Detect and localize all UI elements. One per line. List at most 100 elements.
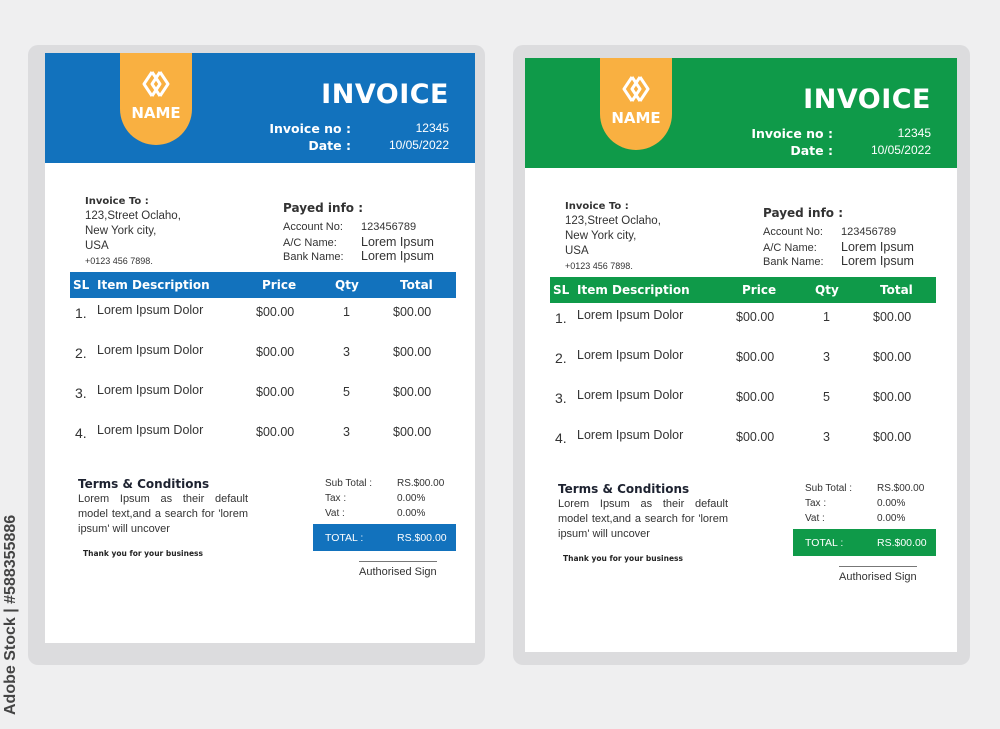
table-row: 4. Lorem Ipsum Dolor $00.00 3 $00.00 xyxy=(70,419,456,445)
cell-desc: Lorem Ipsum Dolor xyxy=(577,348,684,362)
cell-price: $00.00 xyxy=(736,390,775,404)
cell-price: $00.00 xyxy=(256,345,295,359)
terms-text: Lorem Ipsum as their default model text,… xyxy=(78,493,248,535)
logo-diamond-icon xyxy=(142,71,170,97)
cell-qty: 3 xyxy=(823,350,830,364)
payed-info-value: Lorem Ipsum xyxy=(841,240,914,254)
payed-info-row: Account No: 123456789 xyxy=(763,226,914,240)
watermark: Adobe Stock | #588355886 xyxy=(2,514,19,715)
tax-label: Tax : xyxy=(805,498,827,509)
address-line: USA xyxy=(85,240,109,252)
cell-total: $00.00 xyxy=(873,310,912,324)
cell-total: $00.00 xyxy=(873,350,912,364)
terms-title: Terms & Conditions xyxy=(558,482,690,496)
cell-sl: 4. xyxy=(75,425,87,441)
totals: Sub Total : RS.$00.00 Tax : 0.00% Vat : 0.00% xyxy=(313,478,456,523)
cell-sl: 1. xyxy=(555,310,567,326)
date-label: Date : xyxy=(308,138,351,153)
logo: NAME xyxy=(120,53,192,145)
totals-row: Tax : 0.00% xyxy=(793,498,936,513)
payed-info-key: A/C Name: xyxy=(763,242,817,254)
address-line: New York city, xyxy=(565,230,637,242)
cell-sl: 2. xyxy=(555,350,567,366)
payed-info-key: Account No: xyxy=(283,221,343,233)
cell-qty: 3 xyxy=(343,425,350,439)
terms: Terms & Conditions Lorem Ipsum as their d… xyxy=(558,482,728,542)
grand-total: TOTAL : RS.$00.00 xyxy=(313,524,456,551)
payed-info-row: Bank Name: Lorem Ipsum xyxy=(763,254,914,268)
payed-info-row: A/C Name: Lorem Ipsum xyxy=(763,240,914,254)
cell-qty: 5 xyxy=(823,390,830,404)
table-row: 3. Lorem Ipsum Dolor $00.00 5 $00.00 xyxy=(70,379,456,405)
cell-price: $00.00 xyxy=(736,310,775,324)
cell-price: $00.00 xyxy=(256,425,295,439)
table-row: 2. Lorem Ipsum Dolor $00.00 3 $00.00 xyxy=(550,344,936,370)
payed-info-label: Payed info : xyxy=(763,206,844,220)
authorised-sign: Authorised Sign xyxy=(359,561,437,578)
payed-info-row: A/C Name: Lorem Ipsum xyxy=(283,235,434,249)
phone: +0123 456 7898. xyxy=(85,256,153,266)
cell-total: $00.00 xyxy=(393,345,432,359)
thank-you: Thank you for your business xyxy=(563,554,683,563)
payed-info-value: Lorem Ipsum xyxy=(841,254,914,268)
tax-label: Tax : xyxy=(325,493,347,504)
column-header: Total xyxy=(880,283,913,297)
subtotal-value: RS.$00.00 xyxy=(877,483,925,494)
tax-value: 0.00% xyxy=(397,493,426,504)
totals-row: Sub Total : RS.$00.00 xyxy=(313,478,456,493)
payed-info-key: Account No: xyxy=(763,226,823,238)
table-row: 3. Lorem Ipsum Dolor $00.00 5 $00.00 xyxy=(550,384,936,410)
cell-desc: Lorem Ipsum Dolor xyxy=(577,308,684,322)
cell-desc: Lorem Ipsum Dolor xyxy=(97,383,204,397)
phone: +0123 456 7898. xyxy=(565,261,633,271)
cell-price: $00.00 xyxy=(256,385,295,399)
vat-label: Vat : xyxy=(805,513,825,524)
invoice-to-label: Invoice To : xyxy=(85,196,149,207)
grand-total: TOTAL : RS.$00.00 xyxy=(793,529,936,556)
payed-info-key: A/C Name: xyxy=(283,237,337,249)
column-header: Price xyxy=(742,283,777,297)
total-value: RS.$00.00 xyxy=(877,537,927,549)
total-label: TOTAL : xyxy=(325,532,364,544)
address-line: New York city, xyxy=(85,225,157,237)
invoice-header xyxy=(45,53,475,163)
invoice-to: Invoice To : 123,Street Oclaho, New York c… xyxy=(85,194,181,269)
column-header: Price xyxy=(262,278,297,292)
subtotal-label: Sub Total : xyxy=(325,478,373,489)
address-line: 123,Street Oclaho, xyxy=(565,215,661,227)
cell-total: $00.00 xyxy=(393,385,432,399)
cell-qty: 3 xyxy=(343,345,350,359)
column-header: Total xyxy=(400,278,433,292)
payed-info-row: Bank Name: Lorem Ipsum xyxy=(283,249,434,263)
cell-sl: 3. xyxy=(75,385,87,401)
logo-text: NAME xyxy=(131,104,181,122)
invoice-blue: NAME INVOICE Invoice no : 12345 Date : 10/… xyxy=(45,53,475,643)
invoice-title: INVOICE xyxy=(803,84,931,115)
column-header: SL xyxy=(73,278,90,292)
totals-row: Vat : 0.00% xyxy=(793,513,936,528)
invoice-number: 12345 xyxy=(415,121,449,135)
invoice-number-label: Invoice no : xyxy=(269,121,351,136)
authorised-sign: Authorised Sign xyxy=(839,566,917,583)
totals: Sub Total : RS.$00.00 Tax : 0.00% Vat : 0.00% xyxy=(793,483,936,528)
cell-total: $00.00 xyxy=(393,425,432,439)
total-label: TOTAL : xyxy=(805,537,844,549)
invoice-number-label: Invoice no : xyxy=(751,126,833,141)
payed-info-value: Lorem Ipsum xyxy=(361,235,434,249)
column-header: SL xyxy=(553,283,570,297)
column-header: Item Description xyxy=(97,278,210,292)
payed-info-label: Payed info : xyxy=(283,201,364,215)
invoice-number: 12345 xyxy=(897,126,931,140)
cell-desc: Lorem Ipsum Dolor xyxy=(97,303,204,317)
invoice-to-label: Invoice To : xyxy=(565,201,629,212)
cell-qty: 5 xyxy=(343,385,350,399)
cell-qty: 3 xyxy=(823,430,830,444)
totals-row: Sub Total : RS.$00.00 xyxy=(793,483,936,498)
totals-row: Tax : 0.00% xyxy=(313,493,456,508)
column-header: Qty xyxy=(815,283,839,297)
totals-row: Vat : 0.00% xyxy=(313,508,456,523)
column-header: Qty xyxy=(335,278,359,292)
cell-total: $00.00 xyxy=(873,430,912,444)
payed-info-key: Bank Name: xyxy=(763,256,824,268)
cell-price: $00.00 xyxy=(736,430,775,444)
